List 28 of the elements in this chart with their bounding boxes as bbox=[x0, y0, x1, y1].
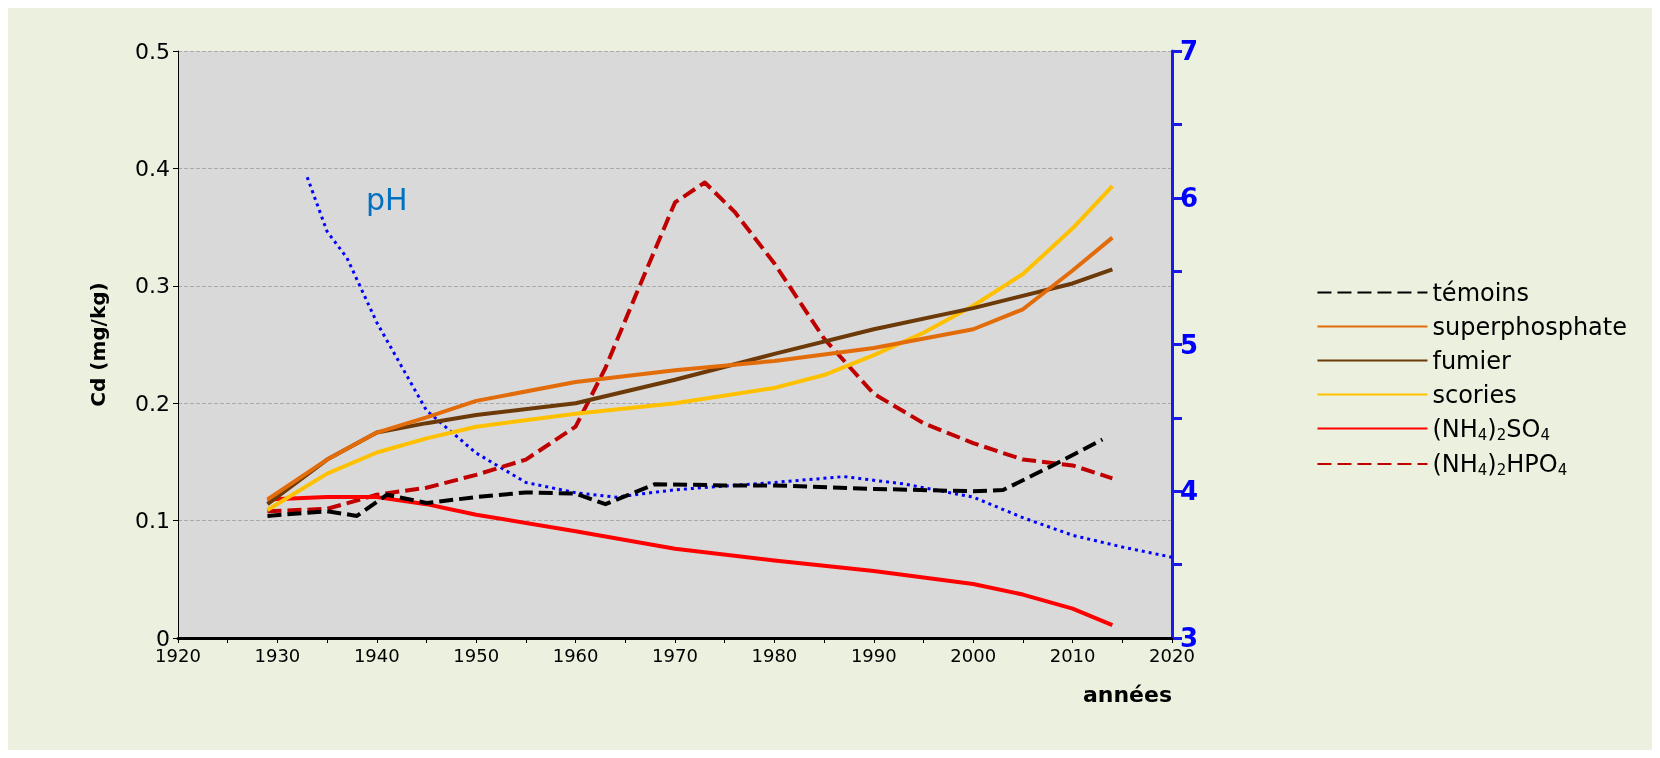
line-series bbox=[265, 437, 1105, 518]
x-tick-label: 1990 bbox=[850, 644, 897, 666]
x-axis-title: années bbox=[1082, 681, 1172, 707]
legend-label: témoins bbox=[1432, 278, 1530, 307]
y-tick-label: 0.2 bbox=[135, 390, 170, 416]
y-tick-label: 0.1 bbox=[135, 508, 170, 534]
y2-tick-label: 7 bbox=[1180, 36, 1199, 66]
y2-tick-label: 5 bbox=[1180, 329, 1199, 360]
y-tick-label: 0.5 bbox=[135, 38, 170, 64]
series-label: pH bbox=[365, 181, 408, 217]
legend-label: superphosphate bbox=[1432, 312, 1627, 341]
x-tick-label: 1940 bbox=[353, 644, 400, 666]
x-tick-label: 1960 bbox=[552, 644, 599, 666]
x-tick-label: 2000 bbox=[950, 644, 997, 666]
x-tick-label: 1980 bbox=[751, 644, 798, 666]
y-tick-label: 0.4 bbox=[135, 155, 170, 181]
x-tick-label: 2010 bbox=[1049, 644, 1096, 666]
y-axis-title: Cd (mg/kg) bbox=[86, 282, 110, 407]
x-tick-label: 1930 bbox=[254, 644, 301, 666]
line-series bbox=[305, 175, 1174, 559]
x-tick-label: 1950 bbox=[453, 644, 500, 666]
line-series bbox=[265, 495, 1115, 628]
legend-label: scories bbox=[1432, 380, 1517, 409]
x-tick-label: 1970 bbox=[652, 644, 698, 666]
legend-label: fumier bbox=[1432, 346, 1511, 375]
y2-tick-label: 4 bbox=[1180, 476, 1199, 507]
y2-tick-label: 6 bbox=[1180, 182, 1199, 213]
y-tick-label: 0.3 bbox=[135, 273, 170, 299]
